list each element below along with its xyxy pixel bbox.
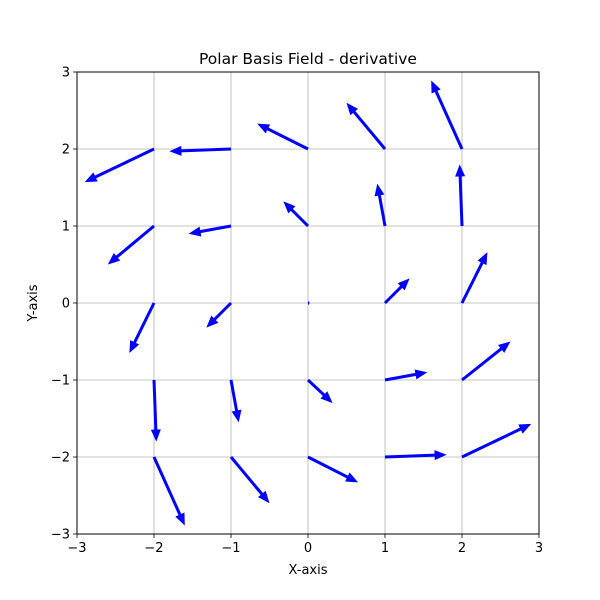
- vector-arrow: [384, 369, 428, 382]
- x-tick-label: −2: [144, 541, 163, 556]
- x-tick-label: 2: [458, 541, 466, 556]
- y-tick-label: 1: [62, 220, 70, 235]
- vector-arrow: [346, 102, 387, 150]
- y-tick-label: 2: [62, 143, 70, 158]
- vector-arrow: [229, 456, 270, 504]
- vector-arrow: [374, 183, 387, 227]
- tick-layer: −3 −2 −1 0 1 2 3 −3 −2 −1 0 1 2 3: [51, 66, 543, 557]
- x-axis-label: X-axis: [289, 563, 328, 578]
- vector-arrow: [460, 252, 488, 304]
- arrow-layer: [84, 80, 532, 526]
- y-tick-label: −1: [51, 374, 70, 389]
- vector-arrow: [455, 164, 466, 227]
- vector-arrow: [152, 456, 185, 526]
- vector-arrow: [283, 201, 310, 228]
- vector-arrow: [306, 378, 333, 404]
- y-tick-label: −2: [51, 451, 70, 466]
- vector-arrow: [188, 224, 232, 237]
- x-tick-label: −3: [67, 541, 86, 556]
- vector-arrow: [383, 278, 410, 305]
- vector-arrow: [206, 301, 233, 328]
- x-tick-label: 3: [535, 541, 543, 556]
- vector-arrow: [129, 302, 156, 354]
- vector-arrow: [461, 423, 532, 459]
- y-tick-label: 0: [62, 297, 70, 312]
- y-tick-label: −3: [51, 528, 70, 543]
- vector-arrow: [307, 455, 359, 483]
- y-axis-label: Y-axis: [26, 284, 41, 322]
- y-tick-label: 3: [62, 66, 70, 81]
- x-tick-label: −1: [221, 541, 240, 556]
- vector-arrow: [229, 379, 242, 423]
- vector-arrow: [84, 147, 155, 183]
- vector-arrow: [107, 224, 155, 265]
- vector-arrow: [169, 145, 232, 156]
- vector-arrow: [431, 80, 464, 150]
- vector-arrow: [384, 450, 447, 461]
- chart-title: Polar Basis Field - derivative: [199, 50, 417, 68]
- vector-arrow: [257, 123, 309, 151]
- vector-arrow: [150, 379, 161, 442]
- vector-arrow: [461, 341, 511, 382]
- x-tick-label: 1: [381, 541, 389, 556]
- x-tick-label: 0: [304, 541, 312, 556]
